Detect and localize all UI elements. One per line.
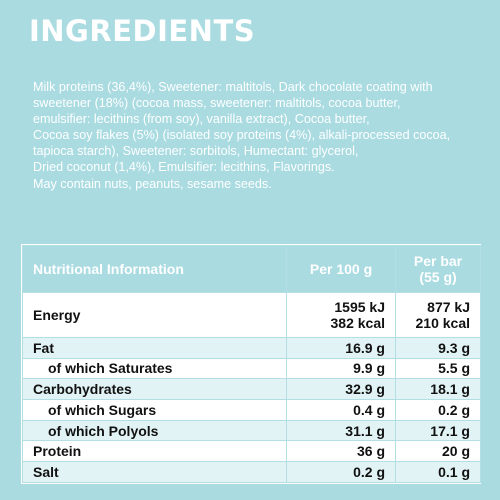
energy-per-bar: 877 kJ 210 kcal [395,292,481,338]
energy-per-100g: 1595 kJ 382 kcal [286,292,396,338]
table-row-polyols: of which Polyols 31.1 g 17.1 g [22,419,481,442]
table-row-protein: Protein 36 g 20 g [22,440,481,463]
row-per-bar: 18.1 g [395,378,481,400]
row-per-100g: 0.4 g [286,398,396,421]
table-row-saturates: of which Saturates 9.9 g 5.5 g [22,357,481,380]
energy-per-100g-kcal: 382 kcal [330,314,386,331]
row-label: Salt [22,461,287,483]
header-per-bar-line1: Per bar [413,253,463,269]
table-row-sugars: of which Sugars 0.4 g 0.2 g [22,398,481,421]
row-label: Protein [22,440,287,463]
table-header-row: Nutritional Information Per 100 g Per ba… [22,245,481,293]
header-per-bar-line2: (55 g) [419,269,457,285]
ingredients-line: Milk proteins (36,4%), Sweetener: maltit… [33,80,433,94]
row-per-100g: 0.2 g [286,461,396,483]
energy-per-bar-kcal: 210 kcal [415,314,471,331]
header-nutritional-information: Nutritional Information [22,245,287,293]
row-per-bar: 0.2 g [395,398,481,421]
row-per-bar: 17.1 g [395,419,481,442]
row-per-100g: 31.1 g [286,419,396,442]
energy-per-100g-kj: 1595 kJ [334,298,385,315]
row-per-bar: 20 g [395,440,481,463]
ingredients-text: Milk proteins (36,4%), Sweetener: maltit… [33,79,483,192]
table-row-salt: Salt 0.2 g 0.1 g [22,461,481,483]
row-label: of which Sugars [22,398,287,421]
nutrition-table: Nutritional Information Per 100 g Per ba… [21,244,481,484]
row-per-bar: 9.3 g [395,336,481,359]
row-per-100g: 9.9 g [286,357,396,380]
table-row-energy: Energy 1595 kJ 382 kcal 877 kJ 210 kcal [22,292,481,338]
ingredients-line: tapioca starch), Sweetener: sorbitols, H… [33,144,359,159]
row-label: Energy [22,292,287,338]
ingredients-line: emulsifier: lecithins (from soy), vanill… [33,112,370,127]
table-row-carbohydrates: Carbohydrates 32.9 g 18.1 g [22,378,481,400]
ingredients-line: Dried coconut (1,4%), Emulsifier: lecith… [33,160,335,175]
energy-per-bar-kj: 877 kJ [427,298,470,315]
row-per-bar: 0.1 g [395,461,481,483]
page-title: INGREDIENTS [29,14,256,48]
table-row-fat: Fat 16.9 g 9.3 g [22,336,481,359]
row-per-100g: 36 g [286,440,396,463]
row-label: Fat [22,336,287,359]
row-label: Carbohydrates [22,378,287,400]
ingredients-line: Cocoa soy flakes (5%) (isolated soy prot… [33,128,451,143]
row-per-100g: 16.9 g [286,336,396,359]
row-per-bar: 5.5 g [395,357,481,380]
row-label: of which Polyols [22,419,287,442]
row-per-100g: 32.9 g [286,378,396,400]
header-per-bar: Per bar (55 g) [395,245,481,293]
ingredients-line: sweetener (18%) (cocoa mass, sweetener: … [33,96,401,111]
ingredients-line: May contain nuts, peanuts, sesame seeds. [33,176,272,191]
header-per-100g: Per 100 g [286,245,396,293]
row-label: of which Saturates [22,357,287,380]
